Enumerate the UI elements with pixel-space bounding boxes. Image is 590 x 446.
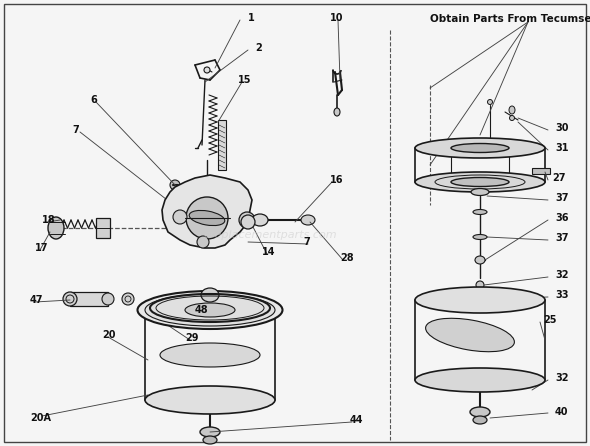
Text: 20: 20 — [102, 330, 116, 340]
Text: 2: 2 — [255, 43, 262, 53]
Text: 29: 29 — [185, 333, 198, 343]
Ellipse shape — [509, 106, 515, 114]
Ellipse shape — [451, 144, 509, 153]
Text: 37: 37 — [555, 193, 569, 203]
Ellipse shape — [470, 407, 490, 417]
Ellipse shape — [48, 217, 64, 239]
Text: 33: 33 — [555, 290, 569, 300]
Ellipse shape — [301, 215, 315, 225]
Polygon shape — [162, 175, 252, 248]
Ellipse shape — [415, 287, 545, 313]
Text: 27: 27 — [552, 173, 565, 183]
Ellipse shape — [145, 294, 275, 326]
Text: 36: 36 — [555, 213, 569, 223]
Text: 10: 10 — [330, 13, 343, 23]
Text: 7: 7 — [303, 237, 310, 247]
Text: 47: 47 — [30, 295, 44, 305]
Text: 40: 40 — [555, 407, 569, 417]
Ellipse shape — [239, 212, 255, 228]
Text: 32: 32 — [555, 373, 569, 383]
Text: Obtain Parts From Tecumseh: Obtain Parts From Tecumseh — [430, 14, 590, 24]
Ellipse shape — [477, 297, 483, 301]
Text: ereplacementparts.com: ereplacementparts.com — [203, 230, 337, 240]
Ellipse shape — [473, 210, 487, 215]
Text: 48: 48 — [195, 305, 209, 315]
Ellipse shape — [170, 180, 180, 190]
Ellipse shape — [200, 427, 220, 437]
Ellipse shape — [451, 178, 509, 186]
Text: 31: 31 — [555, 143, 569, 153]
Text: 16: 16 — [330, 175, 343, 185]
Ellipse shape — [241, 215, 255, 229]
Ellipse shape — [487, 99, 493, 104]
Ellipse shape — [185, 303, 235, 317]
Ellipse shape — [160, 343, 260, 367]
Ellipse shape — [471, 189, 489, 195]
Bar — [532, 168, 550, 174]
Ellipse shape — [197, 236, 209, 248]
Ellipse shape — [102, 293, 114, 305]
Ellipse shape — [145, 386, 275, 414]
Ellipse shape — [189, 211, 225, 226]
Text: 6: 6 — [90, 95, 97, 105]
Text: 15: 15 — [238, 75, 251, 85]
Ellipse shape — [204, 67, 210, 73]
Text: 30: 30 — [555, 123, 569, 133]
Text: 18: 18 — [42, 215, 55, 225]
Ellipse shape — [252, 214, 268, 226]
Text: 7: 7 — [72, 125, 78, 135]
Text: 1: 1 — [248, 13, 255, 23]
Ellipse shape — [475, 256, 485, 264]
Ellipse shape — [137, 291, 283, 329]
Ellipse shape — [122, 293, 134, 305]
Ellipse shape — [415, 172, 545, 192]
Text: 20A: 20A — [30, 413, 51, 423]
Bar — [218, 120, 226, 170]
Text: 28: 28 — [340, 253, 353, 263]
Ellipse shape — [186, 197, 228, 239]
Text: 32: 32 — [555, 270, 569, 280]
Ellipse shape — [203, 436, 217, 444]
Text: 17: 17 — [35, 243, 48, 253]
Ellipse shape — [334, 108, 340, 116]
Ellipse shape — [510, 116, 514, 120]
Bar — [96, 218, 110, 238]
Text: 14: 14 — [262, 247, 276, 257]
Text: 44: 44 — [350, 415, 363, 425]
Text: 25: 25 — [543, 315, 556, 325]
Ellipse shape — [425, 318, 514, 352]
Ellipse shape — [473, 416, 487, 424]
Ellipse shape — [201, 288, 219, 302]
Text: 37: 37 — [555, 233, 569, 243]
Ellipse shape — [415, 368, 545, 392]
Ellipse shape — [415, 138, 545, 158]
Bar — [70, 292, 108, 306]
Ellipse shape — [173, 210, 187, 224]
Ellipse shape — [63, 292, 77, 306]
Ellipse shape — [476, 281, 484, 289]
Ellipse shape — [473, 235, 487, 240]
